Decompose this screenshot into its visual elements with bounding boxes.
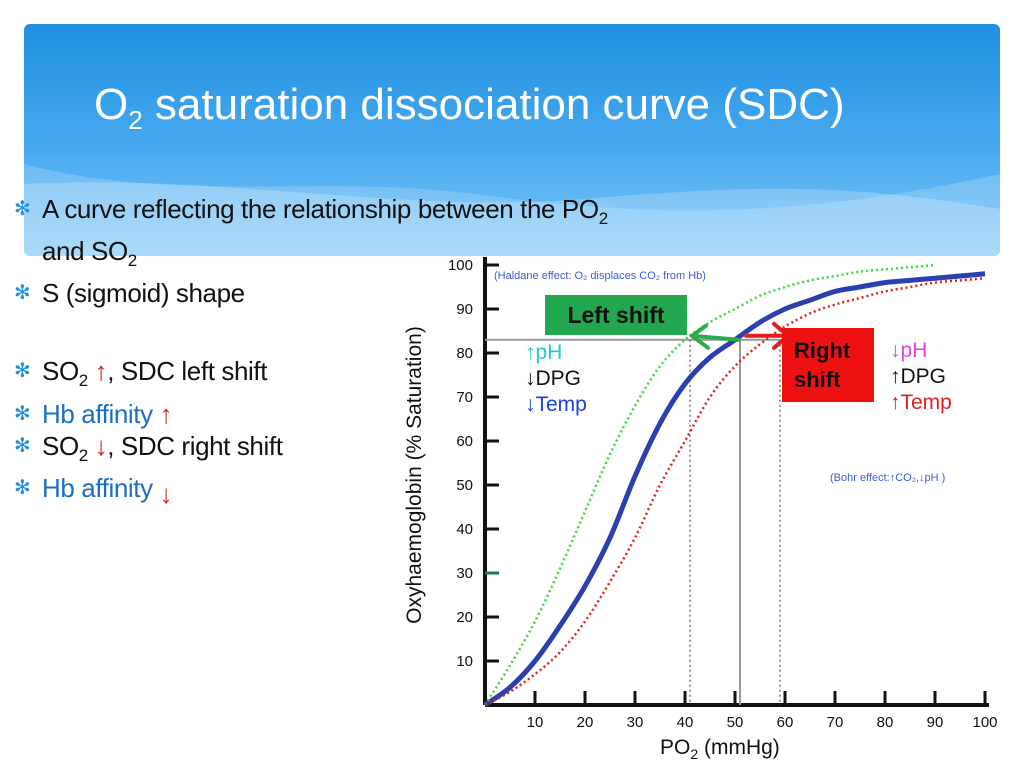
chart-axes: 10 20 30 40 50 60 70 80 90 100 10 20 30 40 50 60 70 80 90 1… xyxy=(448,257,998,731)
bullet-hb-affinity-down: ✻ Hb affinity ↓ xyxy=(14,472,173,509)
x-tick-label: 50 xyxy=(727,714,744,731)
down-arrow-icon: ↓ xyxy=(525,393,536,416)
bullet-right-shift: ✻ SO2 ↓, SDC right shift xyxy=(14,430,283,465)
x-tick-label: 40 xyxy=(677,714,694,731)
bohr-note: (Bohr effect:↑CO₂,↓pH ) xyxy=(830,472,946,484)
y-tick-label: 60 xyxy=(456,433,473,450)
bullet-star-icon: ✻ xyxy=(14,402,31,425)
bullet-star-icon: ✻ xyxy=(14,434,31,457)
up-arrow-icon: ↑ xyxy=(525,341,536,364)
sdc-chart: 10 20 30 40 50 60 70 80 90 100 10 20 30 40 50 60 70 80 90 1… xyxy=(403,257,998,731)
y-tick-label: 30 xyxy=(456,565,473,582)
right-shift-factors: ↓pH ↑DPG ↑Temp xyxy=(890,339,952,414)
bullet-star-icon: ✻ xyxy=(14,198,31,220)
banner-wave-decoration xyxy=(24,164,1000,256)
right-shift-label: Right shift xyxy=(782,328,874,402)
bullet-left-shift: ✻ SO2 ↑, SDC left shift xyxy=(14,356,268,391)
x-tick-label: 100 xyxy=(972,714,997,731)
x-tick-label: 90 xyxy=(927,714,944,731)
x-tick-label: 10 xyxy=(527,714,544,731)
left-shift-factors: ↑pH ↓DPG ↓Temp xyxy=(525,341,587,416)
y-tick-label: 90 xyxy=(456,301,473,318)
left-shift-label: Left shift xyxy=(545,295,687,335)
down-arrow-icon: ↓ xyxy=(525,367,536,390)
left-shift-arrow-icon xyxy=(688,323,740,350)
x-tick-label: 70 xyxy=(827,714,844,731)
haldane-note: (Haldane effect: O₂ displaces CO₂ from H… xyxy=(494,270,706,282)
up-arrow-icon: ↑ xyxy=(890,391,901,414)
down-arrow-icon: ↓ xyxy=(890,339,901,362)
bullet-relationship: ✻ A curve reflecting the relationship be… xyxy=(14,194,608,271)
y-tick-label: 20 xyxy=(456,609,473,626)
y-tick-label: 40 xyxy=(456,521,473,538)
y-tick-label: 70 xyxy=(456,389,473,406)
y-axis-label: Oxyhaemoglobin (% Saturation) xyxy=(403,326,426,624)
x-tick-label: 20 xyxy=(577,714,594,731)
left-shift-curve xyxy=(483,263,936,706)
x-axis-label: PO2 (mmHg) xyxy=(660,736,780,762)
up-arrow-icon: ↑ xyxy=(890,365,901,388)
slide-title: O2 saturation dissociation curve (SDC) xyxy=(94,80,845,135)
up-arrow-icon: ↑ xyxy=(889,472,896,484)
bullet-list: ✻ A curve reflecting the relationship be… xyxy=(14,193,608,509)
bullet-star-icon: ✻ xyxy=(14,476,31,499)
y-tick-label: 10 xyxy=(456,653,473,670)
up-arrow-icon: ↑ xyxy=(159,398,173,429)
bullet-sigmoid: ✻ S (sigmoid) shape xyxy=(14,278,245,309)
x-tick-label: 80 xyxy=(877,714,894,731)
y-tick-label: 100 xyxy=(448,257,473,274)
x-tick-label: 30 xyxy=(627,714,644,731)
x-tick-label: 60 xyxy=(777,714,794,731)
down-arrow-icon: ↓ xyxy=(94,430,108,461)
down-arrow-icon: ↓ xyxy=(159,478,173,509)
bullet-star-icon: ✻ xyxy=(14,282,31,305)
y-tick-label: 80 xyxy=(456,345,473,362)
y-tick-label: 50 xyxy=(456,477,473,494)
down-arrow-icon: ↓ xyxy=(919,472,925,484)
bullet-hb-affinity-up: ✻ Hb affinity ↑ xyxy=(14,398,173,429)
title-banner: O2 saturation dissociation curve (SDC) xyxy=(24,24,1000,256)
bullet-star-icon: ✻ xyxy=(14,360,31,383)
x-axis-label-text: PO2 (mmHg) xyxy=(660,736,780,763)
up-arrow-icon: ↑ xyxy=(94,356,108,387)
